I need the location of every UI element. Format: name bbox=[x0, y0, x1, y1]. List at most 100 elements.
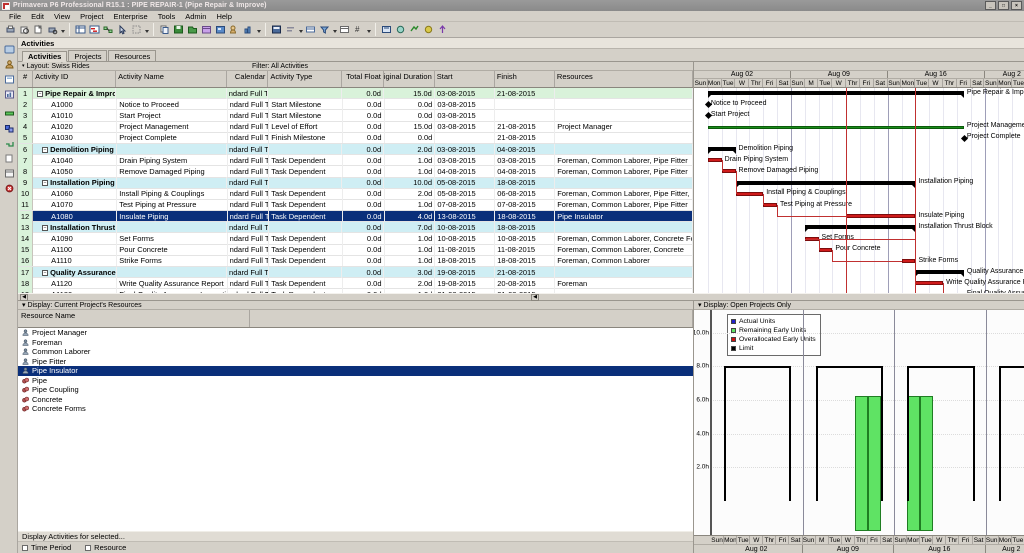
expander-icon[interactable]: − bbox=[42, 269, 49, 276]
save-icon[interactable] bbox=[172, 23, 185, 36]
column-header-id[interactable]: Activity ID bbox=[33, 71, 117, 87]
chevron-down-icon[interactable] bbox=[366, 23, 371, 36]
resource-histogram[interactable]: ▾ Display: Open Projects Only 2.0h 4.0h 6.… bbox=[694, 301, 1024, 553]
pointer-icon[interactable] bbox=[116, 23, 129, 36]
print-setup-icon[interactable] bbox=[46, 23, 59, 36]
menu-item-enterprise[interactable]: Enterprise bbox=[113, 11, 148, 21]
column-header-start[interactable]: Start bbox=[435, 71, 495, 87]
expander-icon[interactable]: − bbox=[42, 146, 49, 153]
pane-splitter[interactable]: ◀ ◀ bbox=[18, 293, 1024, 301]
maximize-icon[interactable]: □ bbox=[998, 1, 1009, 10]
new-document-icon[interactable] bbox=[1, 151, 17, 165]
menu-item-file[interactable]: File bbox=[9, 11, 22, 21]
checkbox-resource[interactable]: Resource bbox=[85, 543, 126, 552]
project-icon[interactable] bbox=[200, 23, 213, 36]
gantt-task-bar[interactable] bbox=[818, 247, 833, 252]
checkbox-time-period[interactable]: Time Period bbox=[22, 543, 71, 552]
hash-icon[interactable]: # bbox=[352, 23, 365, 36]
chevron-down-icon[interactable] bbox=[332, 23, 337, 36]
link-activities-icon[interactable] bbox=[1, 136, 17, 150]
gantt-summary-bar[interactable] bbox=[707, 91, 964, 98]
menu-item-admin[interactable]: Admin bbox=[185, 11, 207, 21]
level-resources-icon[interactable] bbox=[394, 23, 407, 36]
gantt-loe-bar[interactable] bbox=[707, 125, 964, 129]
gantt-task-bar[interactable] bbox=[707, 158, 722, 163]
histogram-display-selector[interactable]: ▾ Display: Open Projects Only bbox=[694, 301, 1024, 310]
left-toolbar[interactable] bbox=[0, 38, 18, 553]
menu-bar[interactable]: File Edit View Project Enterprise Tools … bbox=[0, 11, 1024, 22]
list-item[interactable]: Pipe Coupling bbox=[18, 385, 693, 395]
table-view-icon[interactable] bbox=[74, 23, 87, 36]
schedule-icon[interactable] bbox=[380, 23, 393, 36]
menu-item-tools[interactable]: Tools bbox=[157, 11, 176, 21]
print-icon[interactable] bbox=[4, 23, 17, 36]
activity-network-icon[interactable] bbox=[102, 23, 115, 36]
gantt-view-icon[interactable] bbox=[88, 23, 101, 36]
column-header-type[interactable]: Activity Type bbox=[268, 71, 343, 87]
resource-footer-options[interactable]: Time Period Resource bbox=[18, 542, 693, 553]
scroll-left-icon[interactable]: ◀ bbox=[20, 293, 28, 301]
activities-nav-icon[interactable] bbox=[1, 42, 17, 56]
tab-activities[interactable]: Activities bbox=[22, 51, 68, 62]
table-row[interactable]: 11 A1070 Test Piping at Pressure ndard Full… bbox=[18, 199, 693, 212]
resources-nav-icon[interactable] bbox=[1, 57, 17, 71]
details-icon[interactable] bbox=[1, 166, 17, 180]
menu-item-project[interactable]: Project bbox=[80, 11, 104, 21]
resource-display-selector[interactable]: ▾ Display: Current Project's Resources bbox=[18, 301, 693, 310]
table-row[interactable]: 13−Installation Thrust Blockndard Full T… bbox=[18, 221, 693, 234]
list-item[interactable]: Pipe Insulator bbox=[18, 366, 693, 376]
expander-icon[interactable]: − bbox=[42, 180, 49, 187]
resource-assign-icon[interactable] bbox=[228, 23, 241, 36]
chevron-down-icon[interactable] bbox=[298, 23, 303, 36]
reports-nav-icon[interactable] bbox=[1, 87, 17, 101]
list-item[interactable]: Project Manager bbox=[18, 328, 693, 338]
column-header-finish[interactable]: Finish bbox=[495, 71, 555, 87]
gantt-summary-bar[interactable] bbox=[915, 270, 965, 278]
resource-column-header[interactable]: Resource Name bbox=[18, 310, 693, 328]
columns-icon[interactable] bbox=[270, 23, 283, 36]
add-activity-icon[interactable] bbox=[1, 106, 17, 120]
gantt-summary-bar[interactable] bbox=[804, 225, 916, 233]
gantt-task-bar[interactable] bbox=[763, 203, 778, 207]
resource-list[interactable]: Project Manager Foreman Common Laborer Pipe… bbox=[18, 328, 693, 531]
menu-item-edit[interactable]: Edit bbox=[31, 11, 45, 21]
chevron-down-icon[interactable] bbox=[256, 23, 261, 36]
list-item[interactable]: Concrete Forms bbox=[18, 404, 693, 414]
gantt-chart[interactable]: Aug 02 Aug 09 Aug 16 Aug 2 Sun Mon Tue W Thr Fri… bbox=[694, 62, 1024, 293]
bars-icon[interactable] bbox=[284, 23, 297, 36]
chevron-down-icon[interactable] bbox=[60, 23, 65, 36]
table-column-header[interactable]: # Activity ID Activity Name Calendar Activit… bbox=[18, 71, 693, 88]
page-setup-icon[interactable] bbox=[32, 23, 45, 36]
column-header-num[interactable]: # bbox=[18, 71, 34, 87]
gantt-task-bar[interactable] bbox=[721, 169, 736, 174]
expander-icon[interactable]: − bbox=[42, 224, 49, 231]
resource-usage-icon[interactable] bbox=[242, 23, 255, 36]
update-progress-icon[interactable] bbox=[436, 23, 449, 36]
gantt-summary-bar[interactable] bbox=[735, 180, 916, 188]
wbs-icon[interactable] bbox=[214, 23, 227, 36]
main-toolbar[interactable]: # bbox=[0, 22, 1024, 38]
scroll-left-icon[interactable]: ◀ bbox=[531, 293, 539, 301]
column-header-duration[interactable]: Original Duration bbox=[384, 71, 435, 87]
column-header-float[interactable]: Total Float bbox=[342, 71, 384, 87]
column-header-resources[interactable]: Resources bbox=[555, 71, 693, 87]
open-icon[interactable] bbox=[186, 23, 199, 36]
column-header-calendar[interactable]: Calendar bbox=[227, 71, 269, 87]
timescale-icon[interactable] bbox=[304, 23, 317, 36]
list-item[interactable]: Pipe Fitter bbox=[18, 357, 693, 367]
gantt-task-bar[interactable] bbox=[915, 281, 944, 286]
menu-item-help[interactable]: Help bbox=[216, 11, 232, 21]
gantt-task-bar[interactable] bbox=[846, 214, 916, 219]
histogram-bar[interactable] bbox=[920, 396, 934, 531]
menu-item-view[interactable]: View bbox=[54, 11, 71, 21]
table-hscrollbar[interactable]: ◀ bbox=[18, 293, 529, 301]
